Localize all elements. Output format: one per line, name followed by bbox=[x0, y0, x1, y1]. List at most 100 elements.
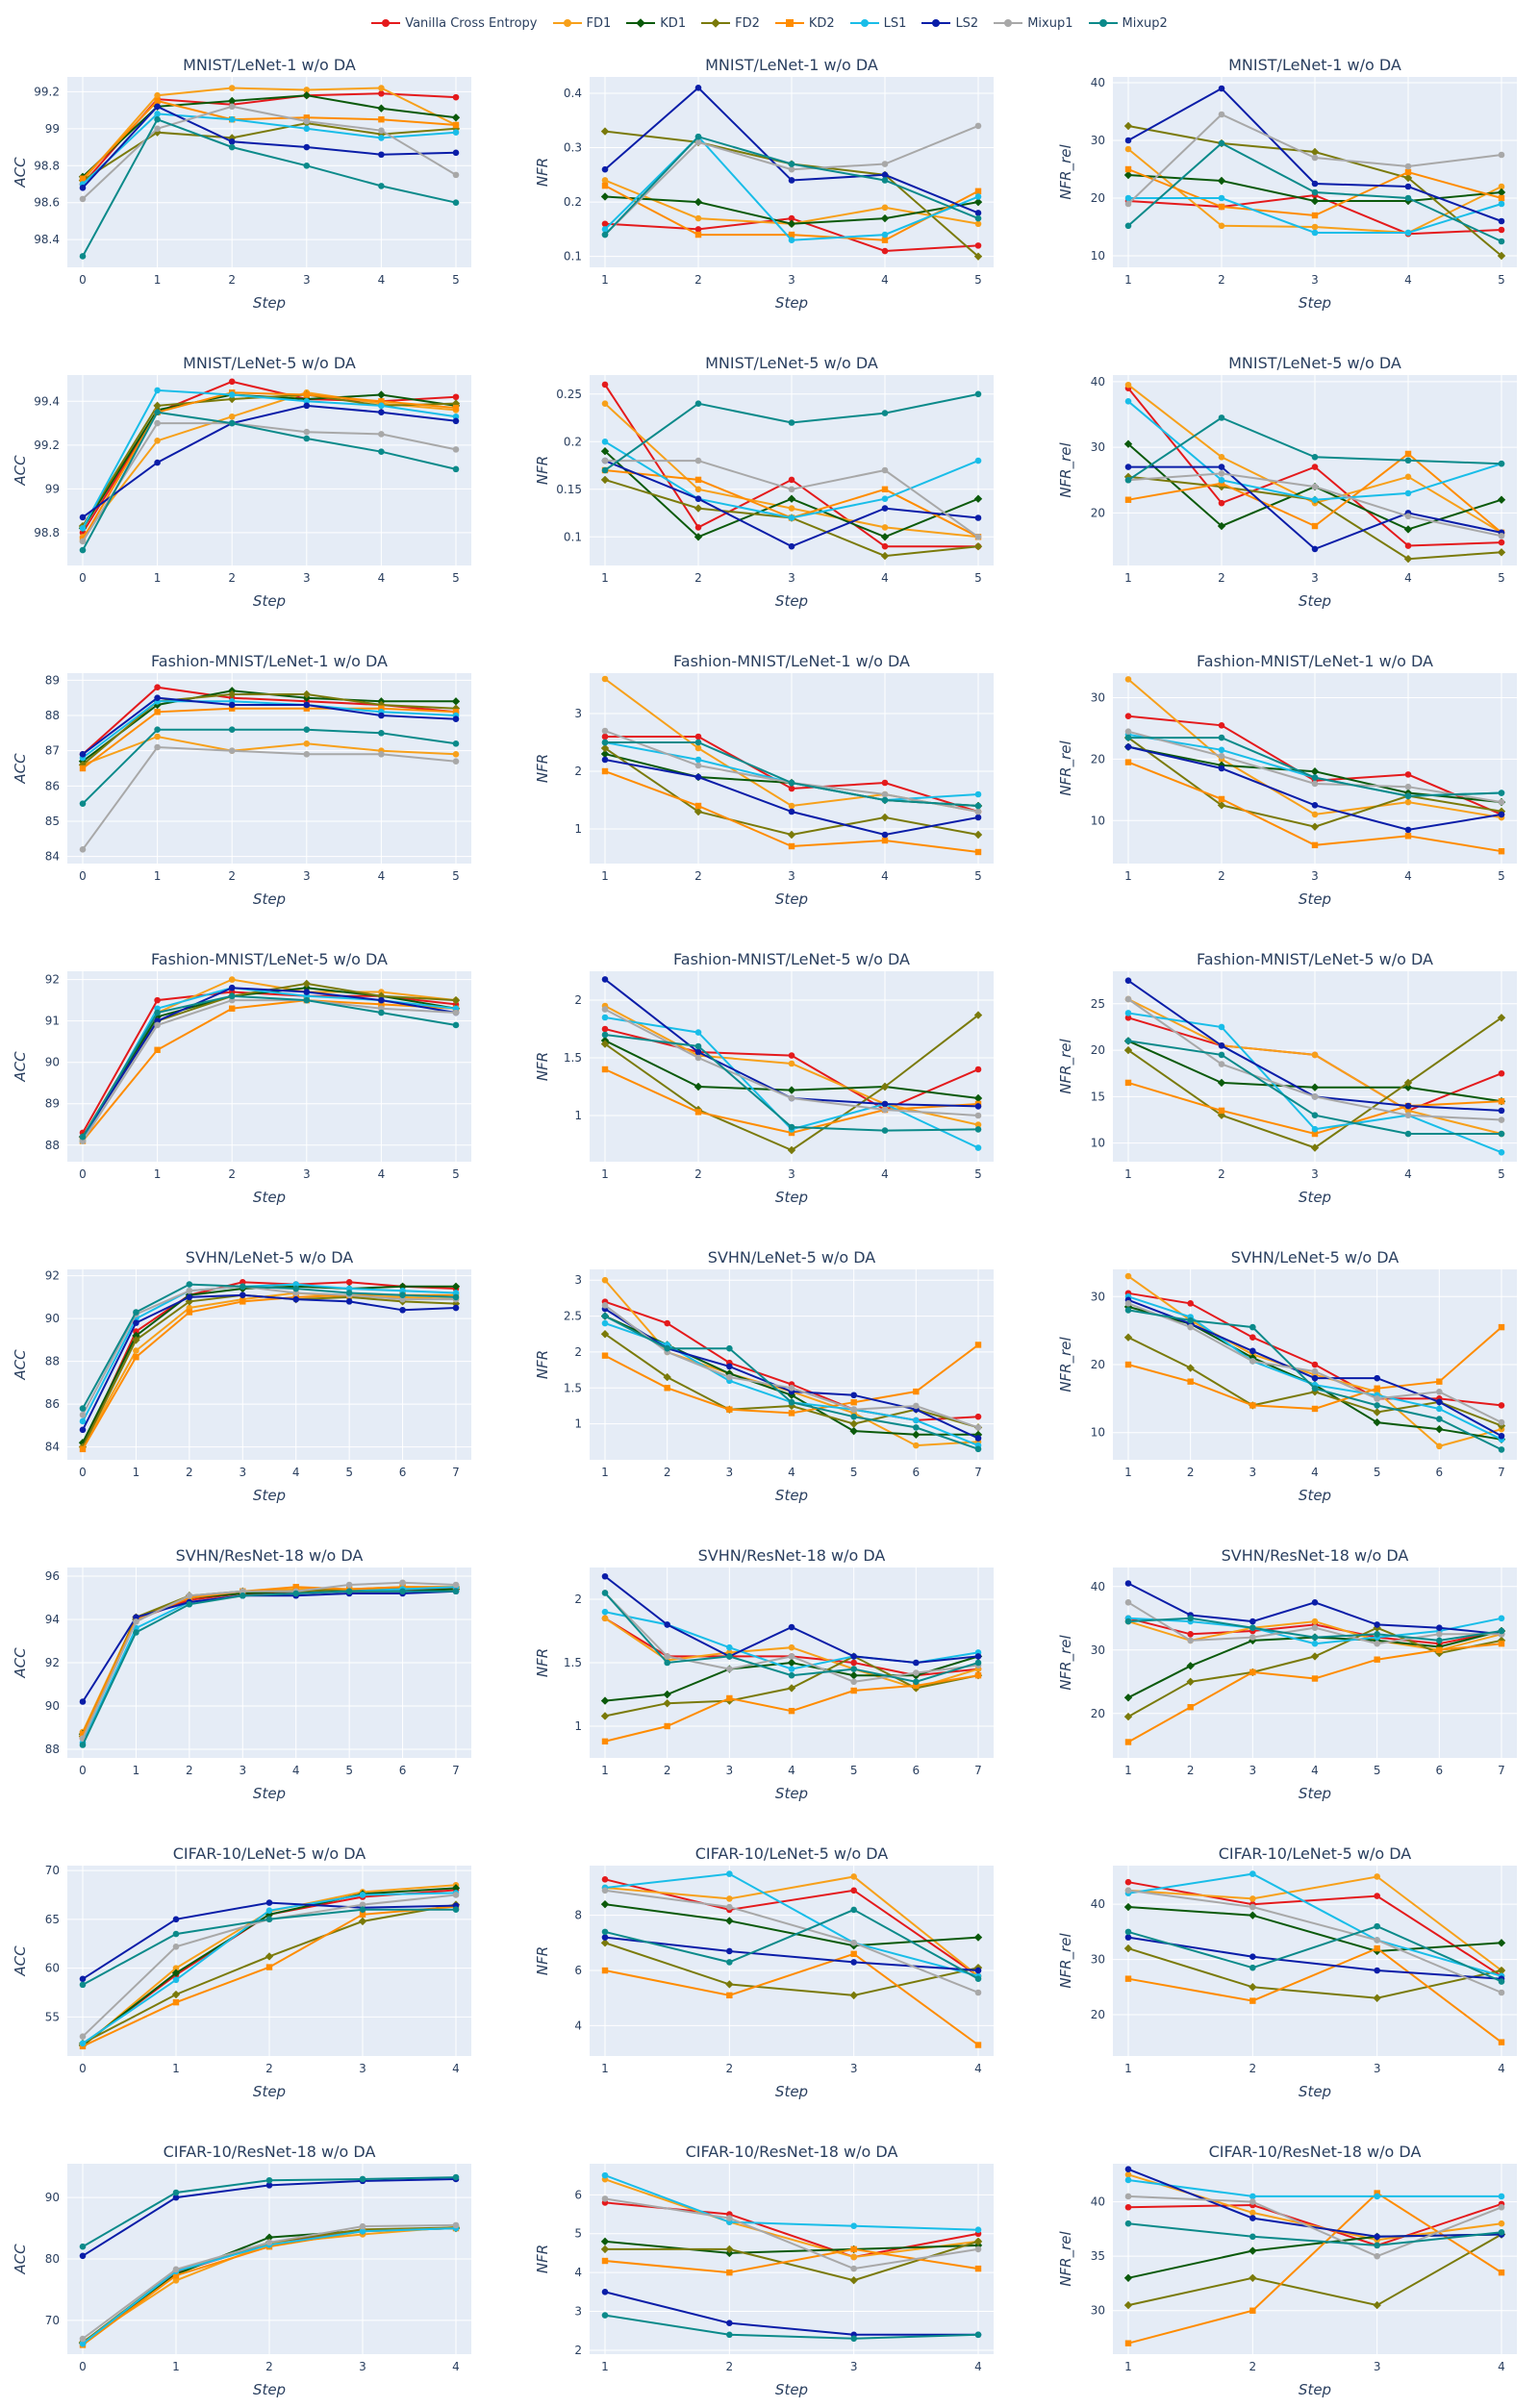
data-point bbox=[694, 744, 702, 752]
data-point bbox=[1124, 728, 1132, 735]
y-tick-label: 90 bbox=[45, 2191, 60, 2204]
y-axis-label: NFR_rel bbox=[1057, 442, 1075, 498]
legend-item[interactable]: Mixup1 bbox=[994, 16, 1073, 31]
data-point bbox=[1497, 188, 1506, 197]
data-point bbox=[881, 495, 889, 502]
data-point bbox=[1436, 1624, 1443, 1631]
data-point bbox=[452, 1009, 460, 1016]
y-tick-label: 84 bbox=[45, 850, 60, 864]
data-point bbox=[79, 2252, 87, 2260]
data-point bbox=[694, 457, 702, 464]
data-point bbox=[788, 514, 795, 521]
chart-panel: 20 30 40 1 2 3 4 5 MNIST/LeNet-5 w/o DA Step NFR_r… bbox=[1057, 354, 1517, 610]
data-point bbox=[171, 1990, 181, 1999]
data-point bbox=[788, 802, 795, 810]
data-point bbox=[1217, 176, 1226, 186]
series-line bbox=[82, 1285, 456, 1416]
series-line bbox=[82, 389, 457, 529]
data-point bbox=[974, 1342, 982, 1348]
y-tick-label: 20 bbox=[1091, 506, 1105, 519]
data-point bbox=[601, 220, 609, 228]
data-point bbox=[1217, 801, 1226, 810]
data-point bbox=[1311, 1093, 1319, 1100]
data-point bbox=[1124, 1618, 1132, 1625]
series-line bbox=[1127, 1881, 1502, 1977]
y-tick-label: 89 bbox=[45, 1097, 60, 1111]
legend-item[interactable]: Vanilla Cross Entropy bbox=[371, 16, 538, 31]
y-tick-label: 35 bbox=[1091, 2249, 1105, 2263]
data-point bbox=[694, 807, 703, 816]
series-line bbox=[1127, 1872, 1502, 1977]
data-point bbox=[359, 1906, 366, 1913]
data-point bbox=[172, 2272, 180, 2279]
data-point bbox=[1124, 1928, 1132, 1936]
x-tick-label: 2 bbox=[265, 2360, 273, 2373]
x-tick-label: 5 bbox=[850, 1466, 858, 1479]
data-point bbox=[1311, 1640, 1319, 1647]
data-point bbox=[881, 177, 889, 184]
legend-label: Mixup2 bbox=[1122, 15, 1168, 31]
data-point bbox=[79, 514, 87, 521]
data-point bbox=[452, 1581, 460, 1589]
data-point bbox=[1374, 2252, 1380, 2260]
data-point bbox=[601, 165, 609, 173]
data-point bbox=[186, 1309, 193, 1316]
data-point bbox=[849, 1426, 858, 1436]
data-point bbox=[378, 1001, 385, 1008]
data-point bbox=[1436, 1388, 1443, 1395]
data-point bbox=[1124, 476, 1132, 484]
legend-item[interactable]: LS1 bbox=[849, 16, 906, 31]
chart-title: Fashion-MNIST/LeNet-5 w/o DA bbox=[151, 950, 388, 968]
series-line bbox=[82, 1293, 457, 1431]
chart-panel: 1 1.5 2 2.5 3 1 2 3 4 5 6 7 SVHN/LeNet-5 w/o DA Step N… bbox=[534, 1248, 994, 1504]
data-point bbox=[1124, 200, 1132, 208]
legend-swatch bbox=[849, 17, 879, 29]
data-point bbox=[974, 514, 982, 521]
data-point bbox=[601, 1928, 609, 1936]
legend-item[interactable]: LS2 bbox=[921, 16, 978, 31]
legend-item[interactable]: Mixup2 bbox=[1088, 15, 1168, 31]
legend-item[interactable]: FD1 bbox=[552, 16, 611, 31]
chart-title: CIFAR-10/LeNet-5 w/o DA bbox=[1219, 1844, 1412, 1863]
data-point bbox=[913, 1682, 920, 1689]
data-point bbox=[1249, 1870, 1256, 1877]
data-point bbox=[452, 121, 460, 129]
data-point bbox=[133, 1629, 139, 1636]
data-point bbox=[303, 751, 311, 758]
legend-item[interactable]: KD2 bbox=[774, 16, 835, 31]
legend-item[interactable]: FD2 bbox=[701, 16, 760, 31]
x-axis-label: Step bbox=[775, 2083, 808, 2100]
data-point bbox=[881, 410, 889, 416]
data-point bbox=[601, 1608, 609, 1616]
data-point bbox=[153, 401, 162, 411]
y-tick-label: 30 bbox=[1091, 1953, 1105, 1967]
data-point bbox=[1218, 721, 1225, 729]
x-tick-label: 3 bbox=[726, 1764, 734, 1777]
data-point bbox=[79, 175, 87, 182]
y-axis-label: ACC bbox=[12, 753, 29, 785]
x-axis-label: Step bbox=[775, 1785, 808, 1802]
data-point bbox=[1218, 464, 1225, 470]
x-tick-label: 0 bbox=[79, 2360, 87, 2373]
data-point bbox=[229, 705, 236, 712]
data-point bbox=[154, 91, 161, 99]
legend-item[interactable]: KD1 bbox=[626, 16, 686, 31]
data-point bbox=[133, 1309, 139, 1316]
data-point bbox=[1124, 759, 1132, 765]
x-tick-label: 3 bbox=[303, 571, 311, 585]
data-point bbox=[787, 494, 796, 503]
data-point bbox=[79, 1731, 87, 1738]
data-point bbox=[974, 1975, 982, 1982]
x-tick-label: 2 bbox=[694, 571, 702, 585]
data-point bbox=[974, 122, 982, 130]
data-point bbox=[726, 2215, 733, 2221]
data-point bbox=[1124, 1878, 1132, 1886]
data-point bbox=[1436, 1442, 1443, 1450]
data-point bbox=[788, 779, 795, 787]
data-point bbox=[726, 2331, 733, 2339]
data-point bbox=[1404, 229, 1412, 237]
data-point bbox=[974, 848, 982, 856]
x-axis-label: Step bbox=[775, 294, 808, 312]
chart-panel: 20 30 40 1 2 3 4 5 6 7 SVHN/ResNet-18 w/o DA Step NF… bbox=[1057, 1546, 1517, 1802]
y-tick-label: 10 bbox=[1091, 814, 1105, 827]
